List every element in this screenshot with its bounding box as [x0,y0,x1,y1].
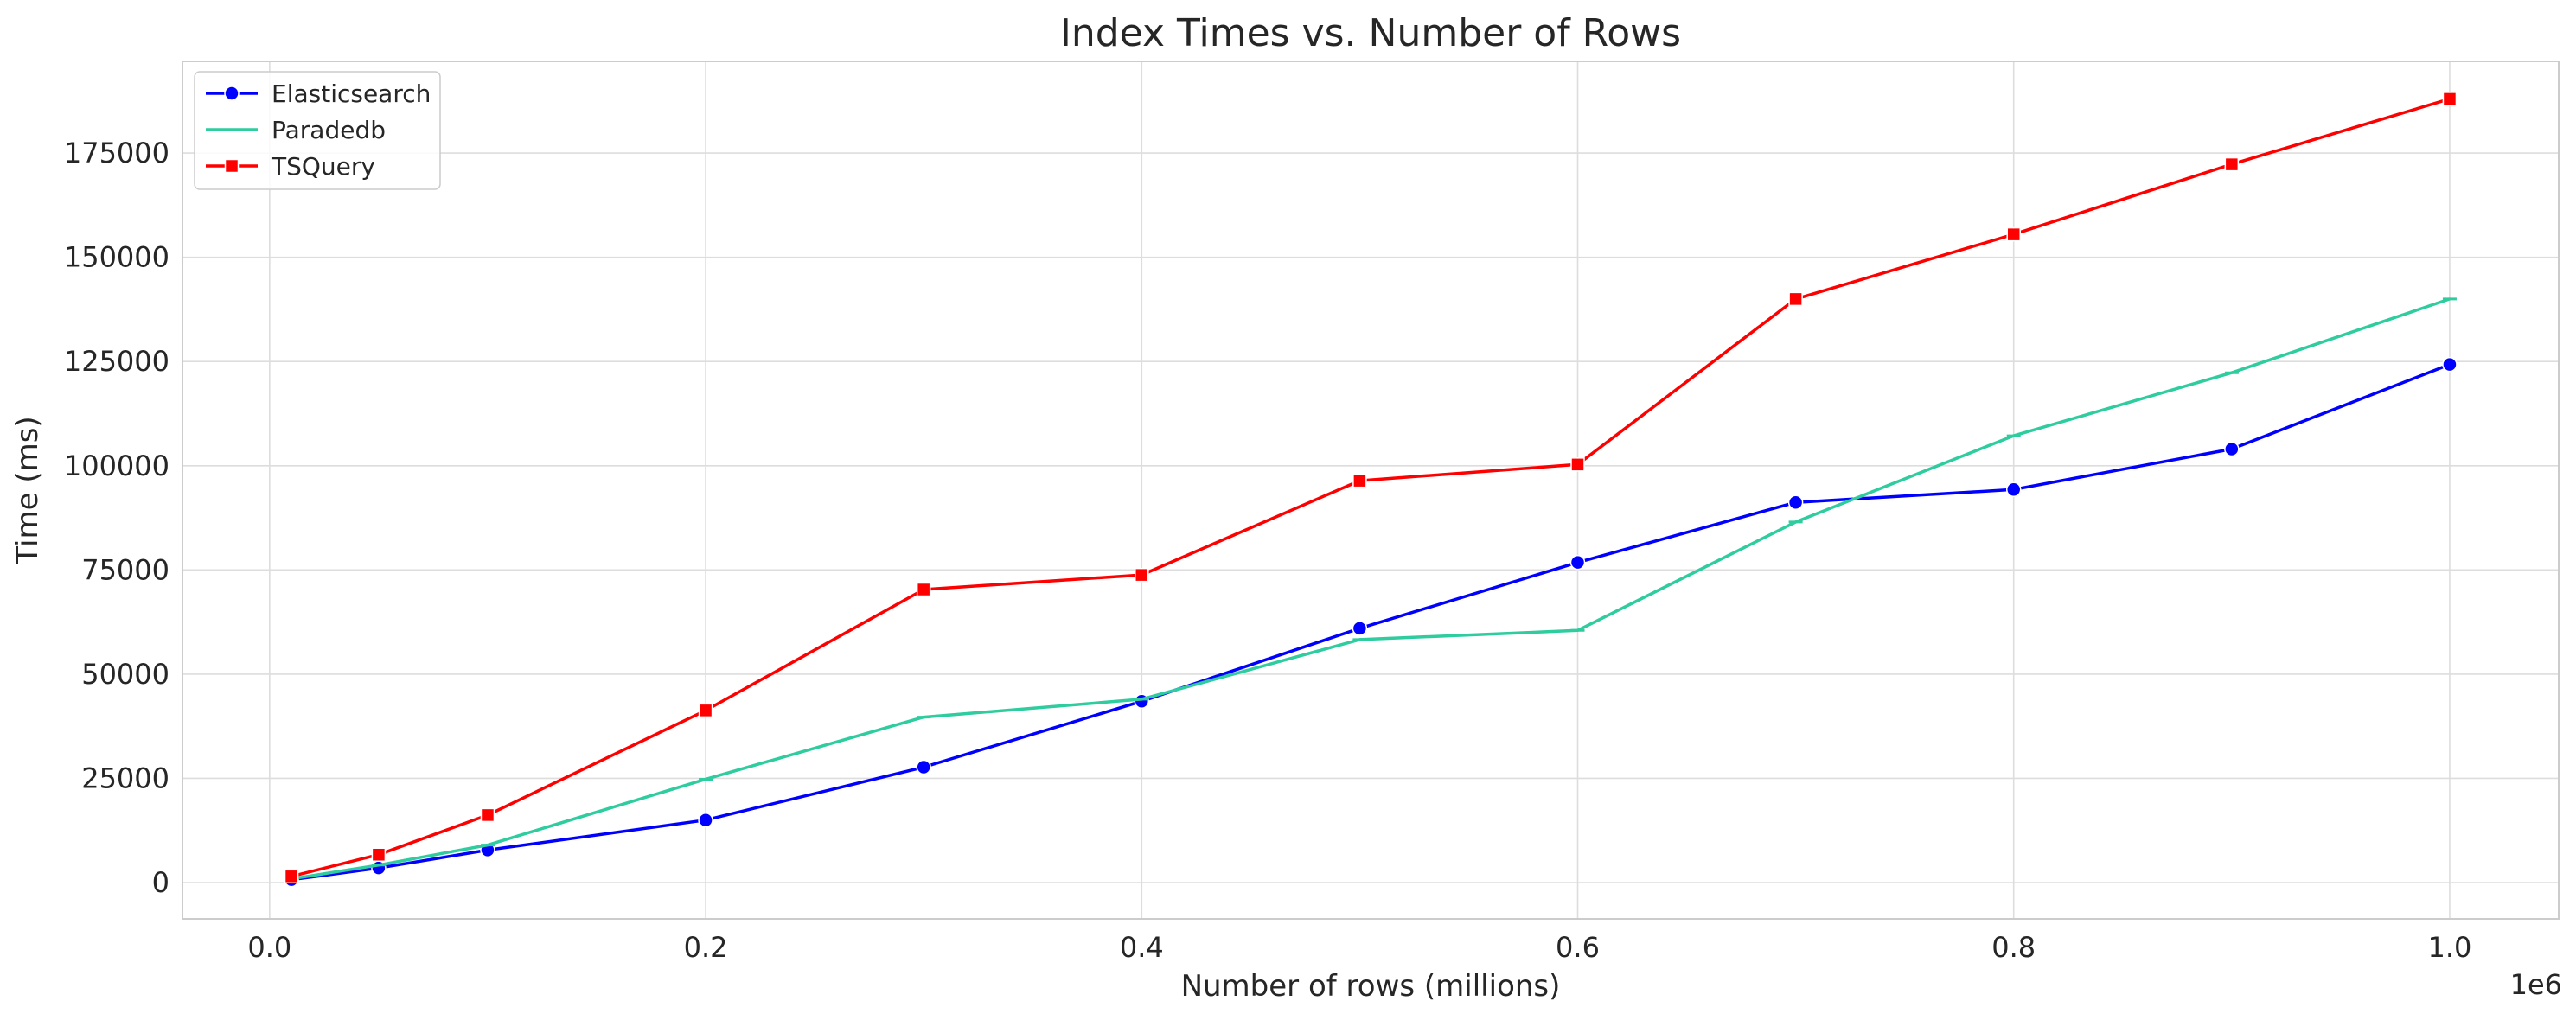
legend: Elasticsearch Paradedb TSQuery [194,71,441,190]
data-point-tsquery [480,807,495,823]
data-point-tsquery [1352,473,1367,488]
chart-title: Index Times vs. Number of Rows [1060,11,1681,55]
data-point-elasticsearch [1352,621,1368,636]
data-point-tsquery [698,703,713,718]
x-axis: 0.0 0.2 0.4 0.6 0.8 1.0 [247,931,2471,964]
data-point-tsquery [284,869,299,884]
data-point-elasticsearch [698,812,713,828]
legend-label: TSQuery [271,152,375,181]
data-point-tsquery [2442,92,2458,106]
x-tick-label: 0.0 [247,931,291,964]
x-axis-offset-text: 1e6 [2510,968,2562,1001]
data-point-elasticsearch [1569,554,1586,571]
y-axis-label: Time (ms) [10,416,45,564]
legend-marker [224,86,240,101]
y-axis: 0 25000 50000 75000 100000 125000 150000 175000 [64,137,169,899]
grid [182,61,2559,919]
series-group [284,92,2458,888]
x-tick-label: 0.4 [1120,931,1164,964]
legend-label: Paradedb [272,116,386,144]
plot-frame [182,61,2560,920]
data-point-tsquery [2224,156,2240,172]
x-axis-label: Number of rows (millions) [1181,969,1561,1004]
series-line-tsquery [291,97,2451,878]
y-tick-label: 50000 [81,658,169,691]
x-tick-label: 0.2 [684,931,728,964]
y-tick-label: 125000 [64,345,169,378]
data-point-tsquery [1570,457,1585,472]
data-point-elasticsearch [2224,441,2240,457]
legend-box [194,71,441,190]
x-tick-label: 0.8 [1991,931,2036,964]
data-point-elasticsearch [916,759,931,775]
data-point-tsquery [1788,291,1803,307]
y-tick-label: 75000 [81,553,169,586]
data-point-elasticsearch [1787,494,1804,510]
series-line-paradedb [291,297,2451,881]
series-paradedb [284,297,2457,881]
series-tsquery [284,92,2458,884]
data-point-tsquery [1135,567,1149,583]
x-tick-label: 1.0 [2427,931,2471,964]
data-point-tsquery [371,847,387,862]
x-tick-label: 0.6 [1556,931,1600,964]
data-point-elasticsearch [2005,481,2022,498]
y-tick-label: 0 [152,866,169,899]
data-point-tsquery [2006,226,2021,242]
series-line-elasticsearch [291,362,2451,882]
y-tick-label: 175000 [64,137,169,169]
data-point-elasticsearch [2442,356,2458,373]
y-tick-label: 25000 [81,762,169,794]
legend-item-tsquery: TSQuery [206,152,375,181]
legend-item-paradedb: Paradedb [206,116,386,144]
data-point-tsquery [916,582,931,597]
y-tick-label: 150000 [64,241,169,274]
legend-marker [224,158,240,174]
legend-label: Elasticsearch [272,80,431,108]
legend-item-elasticsearch: Elasticsearch [206,80,431,108]
y-tick-label: 100000 [64,449,169,482]
